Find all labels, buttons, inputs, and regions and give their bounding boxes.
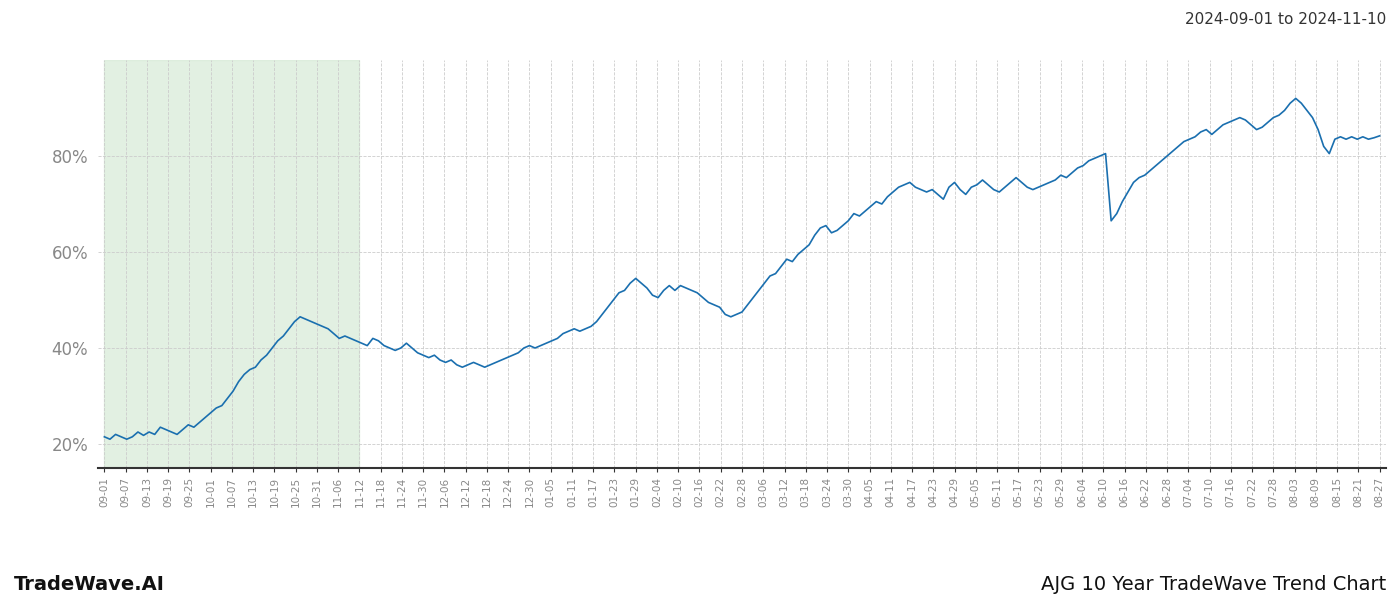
Bar bbox=[105, 60, 360, 468]
Text: TradeWave.AI: TradeWave.AI bbox=[14, 575, 165, 594]
Text: 2024-09-01 to 2024-11-10: 2024-09-01 to 2024-11-10 bbox=[1184, 12, 1386, 27]
Text: AJG 10 Year TradeWave Trend Chart: AJG 10 Year TradeWave Trend Chart bbox=[1040, 575, 1386, 594]
